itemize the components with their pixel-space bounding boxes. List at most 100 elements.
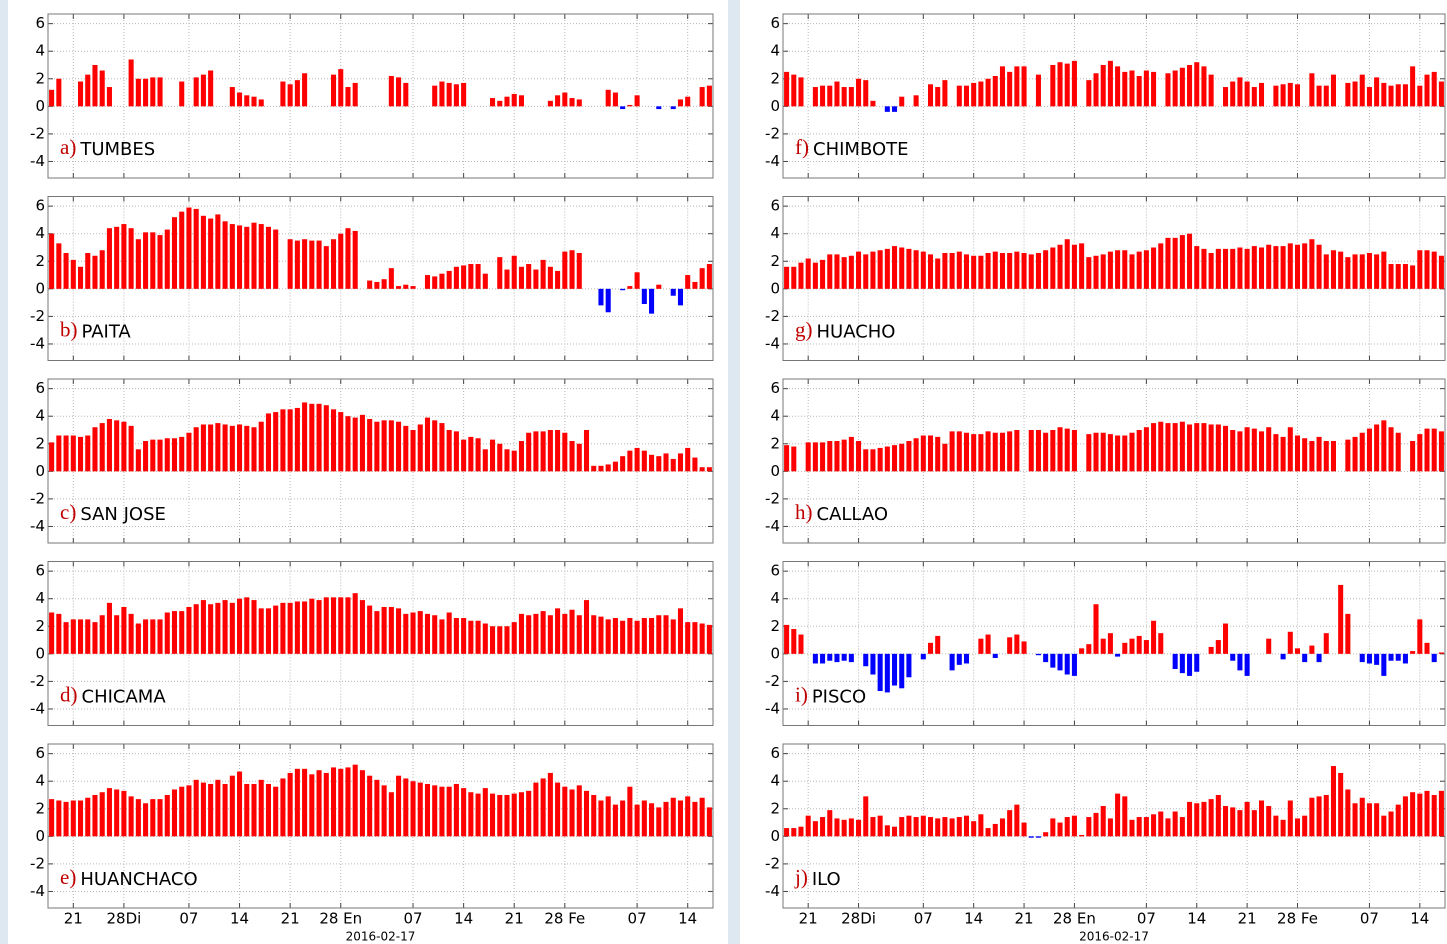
bar	[114, 789, 120, 837]
y-tick-label: 0	[770, 97, 780, 115]
bar	[820, 259, 826, 289]
bar	[547, 100, 553, 107]
bar	[971, 821, 977, 837]
bar	[1410, 265, 1416, 289]
bar	[323, 597, 329, 654]
panel-letter: f)	[795, 135, 809, 159]
bar	[1438, 790, 1444, 837]
bar	[576, 99, 582, 107]
bar	[663, 801, 669, 837]
bar	[1028, 429, 1034, 472]
y-tick-label: -2	[765, 307, 780, 325]
bar	[359, 600, 365, 654]
x-tick-label: 28Di	[106, 910, 141, 928]
bar	[820, 653, 826, 664]
bar	[863, 254, 869, 289]
bar	[432, 420, 438, 472]
bar	[468, 436, 474, 472]
bar	[128, 228, 134, 289]
y-tick-label: 2	[35, 252, 45, 270]
bar	[692, 622, 698, 654]
bar	[439, 81, 445, 107]
bar	[1172, 70, 1178, 107]
bar	[1057, 244, 1063, 289]
bar	[1316, 436, 1322, 472]
y-tick-label: -4	[765, 517, 780, 535]
bar	[1021, 253, 1027, 289]
bar	[1237, 431, 1243, 472]
bar	[963, 653, 970, 664]
bar	[562, 786, 568, 837]
bar	[634, 447, 640, 472]
bar	[1287, 800, 1293, 837]
bar	[863, 80, 869, 107]
bar	[150, 799, 156, 837]
y-tick-label: 6	[35, 14, 45, 32]
bar	[186, 606, 192, 654]
bar	[856, 441, 862, 472]
bar	[1294, 648, 1301, 654]
bar	[820, 85, 826, 107]
y-tick-label: 6	[770, 562, 780, 580]
bar	[179, 436, 185, 472]
bar	[1366, 253, 1372, 289]
bar	[511, 93, 517, 107]
bar	[1014, 804, 1020, 837]
bar	[1417, 793, 1423, 837]
bar	[649, 288, 655, 314]
bar	[985, 431, 991, 472]
bar	[258, 779, 264, 837]
y-tick-label: 6	[35, 562, 45, 580]
bar	[1244, 427, 1250, 472]
bar	[1431, 653, 1437, 663]
bar	[1244, 653, 1250, 676]
bar	[1230, 807, 1236, 837]
bar	[1374, 803, 1380, 837]
bar	[1208, 424, 1214, 472]
bar	[562, 92, 568, 107]
bar	[605, 89, 611, 107]
bar	[1395, 264, 1401, 289]
bar	[1388, 427, 1394, 472]
bar	[1143, 250, 1149, 289]
panel-letter: e)	[60, 865, 76, 889]
bar	[490, 793, 496, 837]
bar	[569, 441, 575, 472]
bar	[1309, 73, 1315, 107]
bar	[1043, 832, 1049, 837]
bar	[1251, 87, 1257, 107]
bar	[699, 87, 705, 107]
bar	[99, 250, 105, 289]
bar	[121, 790, 127, 837]
x-tick-label: 21	[64, 910, 83, 928]
bar	[1431, 428, 1437, 472]
bar	[1057, 822, 1063, 837]
x-tick-label: 21	[1015, 910, 1034, 928]
bar	[1266, 638, 1272, 654]
bar	[1309, 441, 1315, 472]
bar	[1230, 429, 1236, 472]
bar	[1251, 428, 1257, 472]
bar	[1395, 804, 1401, 837]
bar	[841, 819, 847, 837]
bar	[396, 608, 402, 654]
bar	[1050, 653, 1056, 668]
bar	[620, 106, 626, 110]
bar	[164, 794, 170, 837]
bar	[99, 423, 105, 472]
bar	[1273, 246, 1279, 289]
bar	[193, 604, 199, 654]
bar	[497, 443, 503, 472]
bar	[446, 270, 452, 289]
y-tick-label: -4	[765, 334, 780, 352]
bar	[1280, 246, 1286, 289]
bar	[273, 786, 279, 837]
bar	[884, 106, 890, 112]
bar	[345, 416, 351, 472]
bar	[906, 653, 912, 678]
bar	[302, 402, 308, 472]
y-tick-label: 2	[770, 799, 780, 817]
bar	[1215, 248, 1221, 289]
bar	[1043, 432, 1049, 472]
bar	[374, 421, 380, 472]
